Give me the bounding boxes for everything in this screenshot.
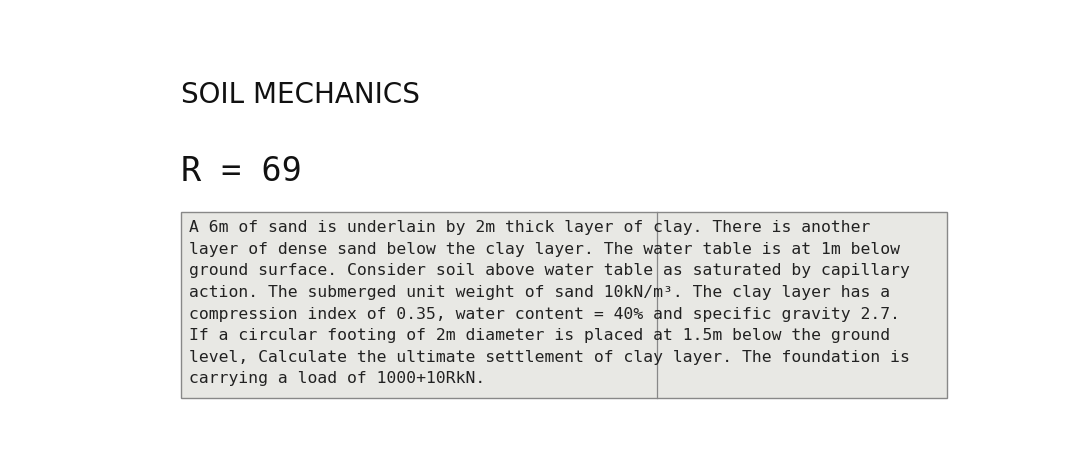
- Text: R = 69: R = 69: [181, 156, 301, 188]
- Text: A 6m of sand is underlain by 2m thick layer of clay. There is another
layer of d: A 6m of sand is underlain by 2m thick la…: [189, 220, 910, 387]
- Text: SOIL MECHANICS: SOIL MECHANICS: [181, 81, 420, 108]
- Bar: [181, 213, 947, 398]
